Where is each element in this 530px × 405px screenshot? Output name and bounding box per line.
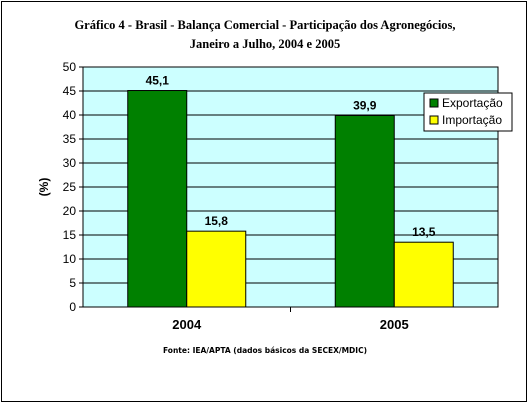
bar-exportação-2004 [127, 90, 188, 308]
chart-source: Fonte: IEA/APTA (dados básicos da SECEX/… [162, 346, 368, 355]
y-tick-label: 45 [63, 84, 77, 98]
y-tick-label: 0 [69, 300, 76, 314]
y-tick-label: 20 [63, 204, 77, 218]
data-label: 15,8 [205, 214, 229, 228]
legend-label: Importação [442, 113, 502, 127]
legend-box [423, 92, 513, 132]
y-tick-label: 5 [69, 276, 76, 290]
x-category-label: 2004 [172, 317, 202, 332]
legend-swatch [429, 98, 439, 108]
bar-importação-2004 [186, 230, 247, 308]
data-label: 13,5 [412, 225, 436, 239]
legend-label: Exportação [442, 96, 503, 110]
y-tick-label: 30 [63, 156, 77, 170]
bar-importação-2005 [393, 241, 454, 308]
y-tick-label: 10 [63, 252, 77, 266]
y-tick-label: 50 [63, 60, 77, 74]
y-axis-label: (%) [37, 178, 51, 197]
y-tick-label: 40 [63, 108, 77, 122]
data-label: 45,1 [146, 74, 170, 88]
y-tick-label: 15 [63, 228, 77, 242]
chart-subtitle: Janeiro a Julho, 2004 e 2005 [189, 37, 341, 51]
y-tick-label: 35 [63, 132, 77, 146]
legend-swatch [429, 115, 439, 125]
y-tick-label: 25 [63, 180, 77, 194]
chart-title: Gráfico 4 - Brasil - Balança Comercial -… [74, 18, 456, 32]
x-category-label: 2005 [380, 317, 409, 332]
data-label: 39,9 [353, 98, 377, 112]
bar-exportação-2005 [334, 114, 395, 308]
